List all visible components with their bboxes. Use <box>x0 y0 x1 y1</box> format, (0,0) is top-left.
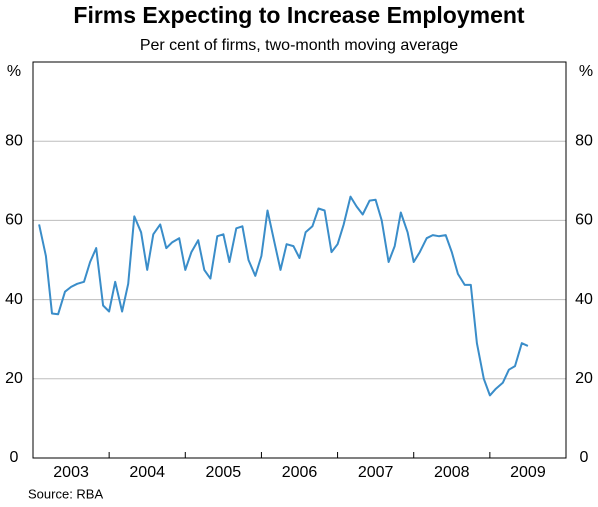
x-tick-label: 2003 <box>53 464 89 481</box>
y-tick-label: 0 <box>580 449 589 466</box>
y-unit: % <box>579 63 593 80</box>
y-unit: % <box>7 63 21 80</box>
plot-frame <box>32 61 567 459</box>
y-tick-label: 40 <box>5 291 23 308</box>
y-tick-label: 20 <box>575 370 593 387</box>
x-tick-label: 2004 <box>129 464 165 481</box>
chart-title: Firms Expecting to Increase Employment <box>73 2 525 28</box>
x-tick-label: 2005 <box>206 464 242 481</box>
x-tick-label: 2007 <box>358 464 394 481</box>
y-tick-label: 60 <box>575 212 593 229</box>
chart-subtitle: Per cent of firms, two-month moving aver… <box>140 37 458 54</box>
line-series <box>38 195 529 397</box>
y-tick-label: 80 <box>575 132 593 149</box>
y-tick-label: 80 <box>5 132 23 149</box>
y-tick-label: 40 <box>575 291 593 308</box>
x-tick-label: 2006 <box>282 464 318 481</box>
y-tick-label: 0 <box>10 449 19 466</box>
x-tick-label: 2008 <box>434 464 470 481</box>
source: Source: RBA <box>28 486 103 501</box>
y-tick-label: 60 <box>5 212 23 229</box>
x-tick-label: 2009 <box>510 464 546 481</box>
y-tick-label: 20 <box>5 370 23 387</box>
